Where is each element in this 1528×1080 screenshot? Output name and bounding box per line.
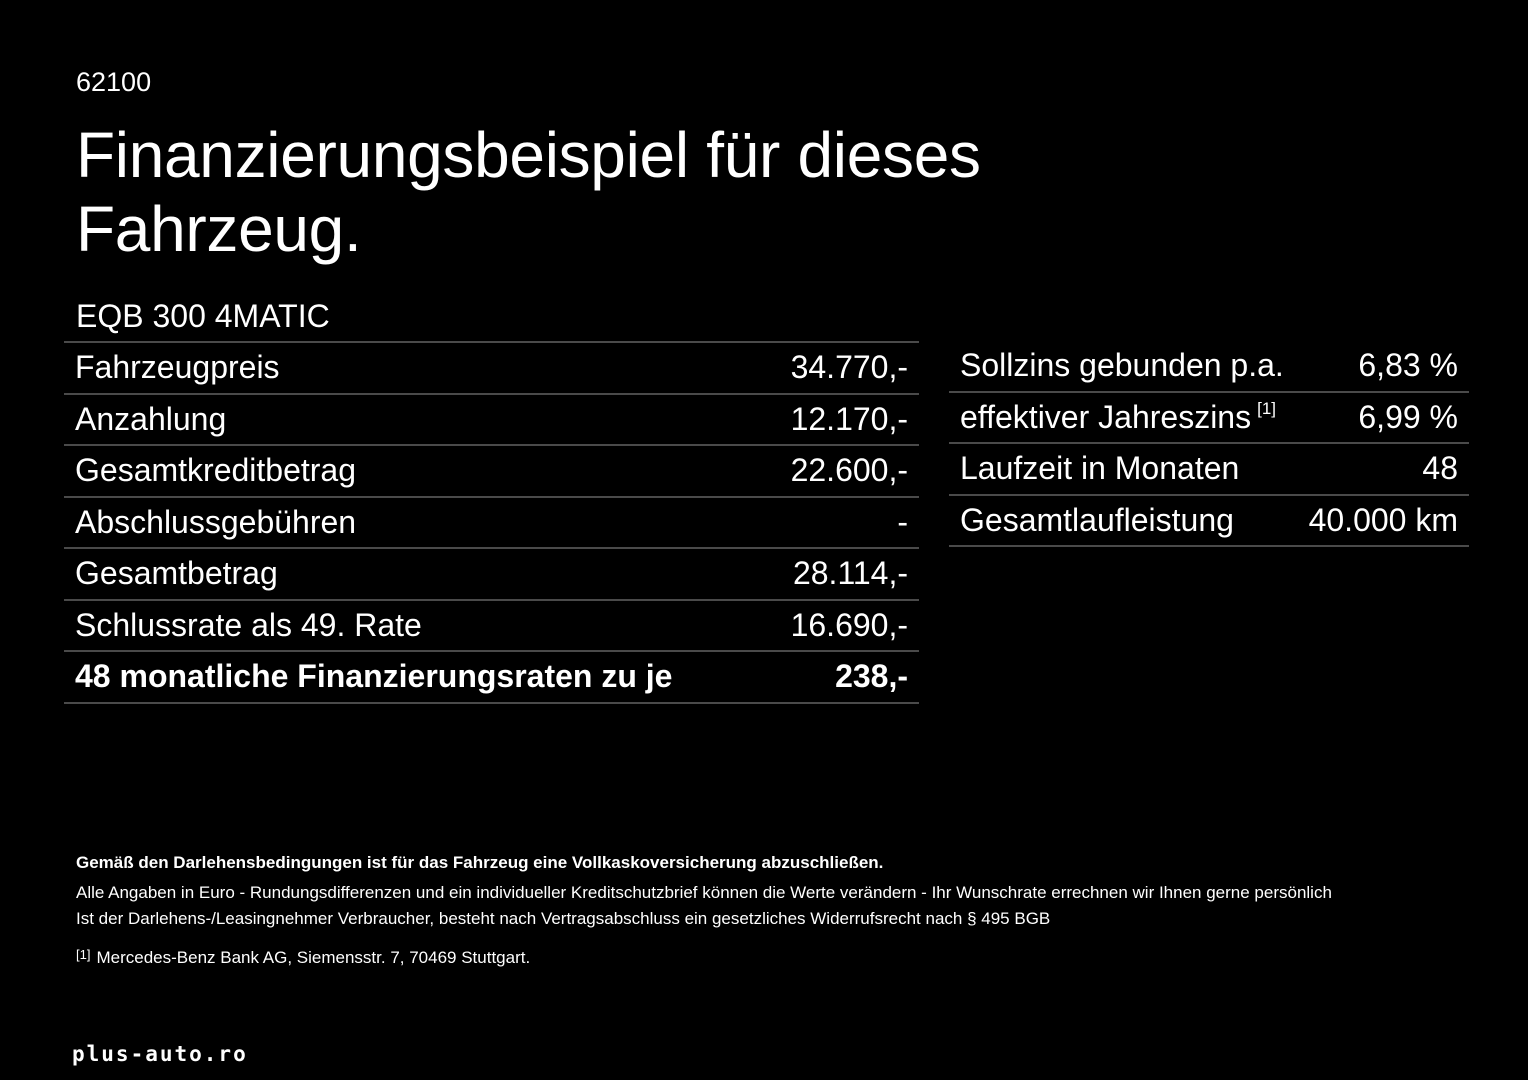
row-value: 40.000 km — [1308, 501, 1458, 538]
interest-table: Sollzins gebunden p.a. 6,83 % effektiver… — [949, 341, 1469, 547]
row-label: Sollzins gebunden p.a. — [960, 347, 1284, 384]
footnote-text: Mercedes-Benz Bank AG, Siemensstr. 7, 70… — [96, 948, 531, 967]
row-label: Gesamtbetrag — [75, 555, 278, 592]
table-row-term-months: Laufzeit in Monaten 48 — [949, 444, 1469, 496]
page-title: Finanzierungsbeispiel für dieses Fahrzeu… — [76, 119, 981, 265]
row-value: 12.170,- — [790, 400, 908, 437]
table-row-vehicle-price: Fahrzeugpreis 34.770,- — [64, 343, 919, 395]
legal-notes: Gemäß den Darlehensbedingungen ist für d… — [76, 850, 1476, 971]
row-label: Anzahlung — [75, 400, 227, 437]
row-value: 22.600,- — [790, 452, 908, 489]
table-row-nominal-rate: Sollzins gebunden p.a. 6,83 % — [949, 341, 1469, 393]
row-value: 6,83 % — [1358, 347, 1458, 384]
brand-watermark: plus-auto.ro — [72, 1042, 248, 1066]
financing-table: Fahrzeugpreis 34.770,- Anzahlung 12.170,… — [64, 341, 919, 704]
row-label: Gesamtkreditbetrag — [75, 452, 357, 489]
row-label: effektiver Jahreszins [1] — [960, 399, 1276, 436]
row-label: Abschlussgebühren — [75, 503, 357, 540]
withdrawal-right-line: Ist der Darlehens-/Leasingnehmer Verbrau… — [76, 909, 1051, 928]
footnote: [1] Mercedes-Benz Bank AG, Siemensstr. 7,… — [76, 942, 1476, 971]
table-row-total-credit: Gesamtkreditbetrag 22.600,- — [64, 446, 919, 498]
table-row-final-installment: Schlussrate als 49. Rate 16.690,- — [64, 601, 919, 652]
row-value: 48 — [1422, 450, 1458, 487]
vehicle-model: EQB 300 4MATIC — [76, 298, 330, 334]
row-value: 34.770,- — [790, 349, 908, 386]
insurance-note: Gemäß den Darlehensbedingungen ist für d… — [76, 853, 884, 872]
row-label-text: effektiver Jahreszins — [960, 398, 1252, 435]
table-row-monthly-rate: 48 monatliche Finanzierungsraten zu je 2… — [64, 652, 919, 704]
table-row-effective-rate: effektiver Jahreszins [1] 6,99 % — [949, 393, 1469, 444]
vehicle-code: 62100 — [76, 67, 152, 97]
row-label: Gesamtlaufleistung — [960, 501, 1234, 538]
table-row-total-amount: Gesamtbetrag 28.114,- — [64, 549, 919, 601]
table-row-down-payment: Anzahlung 12.170,- — [64, 395, 919, 446]
row-value: 6,99 % — [1358, 398, 1458, 435]
row-value: 28.114,- — [792, 555, 908, 592]
table-row-total-mileage: Gesamtlaufleistung 40.000 km — [949, 496, 1469, 547]
row-value: 16.690,- — [790, 606, 908, 643]
footnote-mark: [1] — [76, 947, 91, 962]
row-label: Laufzeit in Monaten — [960, 450, 1240, 487]
footnote-reference: [1] — [1257, 398, 1276, 418]
row-label: Schlussrate als 49. Rate — [75, 606, 422, 643]
disclaimer-line: Alle Angaben in Euro - Rundungsdifferenz… — [76, 883, 1332, 902]
row-label: 48 monatliche Finanzierungsraten zu je — [75, 658, 673, 695]
row-value: 238,- — [835, 658, 908, 695]
row-value: - — [897, 503, 908, 540]
table-row-closing-fees: Abschlussgebühren - — [64, 498, 919, 549]
row-label: Fahrzeugpreis — [75, 349, 280, 386]
